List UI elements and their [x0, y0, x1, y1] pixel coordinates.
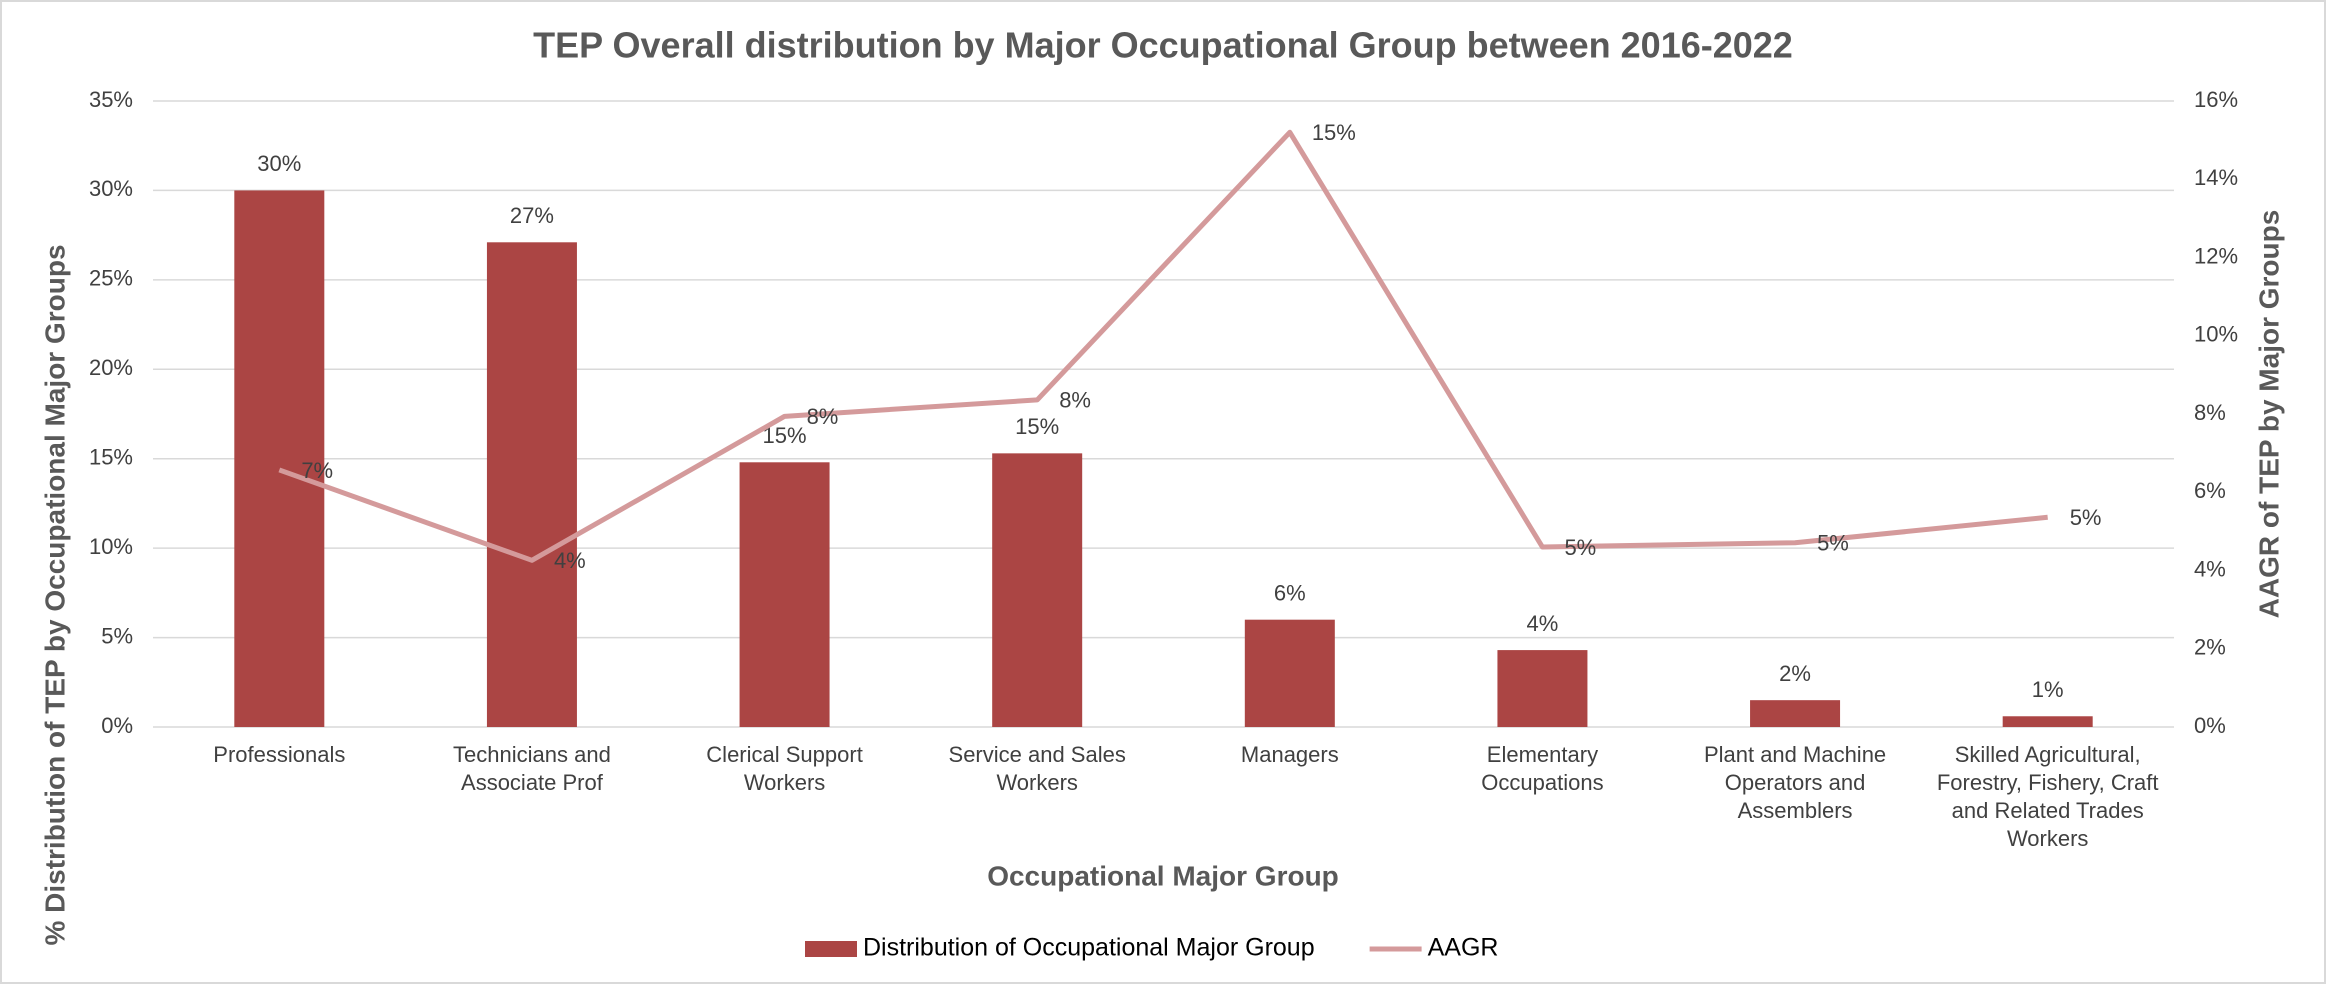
- y-tick-label: 10%: [89, 534, 133, 559]
- x-tick-label: Plant and Machine Operators and Assemblers: [1704, 742, 1886, 823]
- y2-tick-label: 10%: [2194, 322, 2238, 347]
- y-tick-label: 15%: [89, 445, 133, 470]
- line-value-label: 5%: [1817, 531, 1849, 556]
- x-tick-label: Clerical Support Workers: [706, 742, 863, 795]
- y-tick-label: 35%: [89, 87, 133, 112]
- bar-value-label: 15%: [1015, 414, 1059, 439]
- bar: [1750, 700, 1841, 727]
- bar: [739, 462, 830, 727]
- y2-tick-label: 12%: [2194, 243, 2238, 268]
- bar-value-label: 1%: [2032, 677, 2064, 702]
- line-value-label: 8%: [1059, 388, 1091, 413]
- y2-tick-label: 0%: [2194, 713, 2226, 738]
- line-value-label: 8%: [807, 404, 839, 429]
- y-tick-label: 25%: [89, 266, 133, 291]
- legend-label: Distribution of Occupational Major Group: [863, 934, 1315, 962]
- y2-tick-label: 8%: [2194, 400, 2226, 425]
- x-axis-title: Occupational Major Group: [987, 860, 1339, 891]
- bar: [1244, 619, 1335, 727]
- y2-tick-label: 6%: [2194, 478, 2226, 503]
- x-tick-label: Managers: [1241, 742, 1339, 767]
- line-value-label: 5%: [1564, 535, 1596, 560]
- line-value-label: 7%: [301, 458, 333, 483]
- line-value-label: 5%: [2070, 505, 2102, 530]
- y2-tick-label: 16%: [2194, 87, 2238, 112]
- bar-value-label: 2%: [1779, 661, 1811, 686]
- y-tick-label: 30%: [89, 176, 133, 201]
- y-tick-label: 0%: [101, 713, 133, 738]
- bar-value-label: 27%: [510, 203, 554, 228]
- bar-value-label: 30%: [257, 151, 301, 176]
- y-axis-title: % Distribution of TEP by Occupational Ma…: [39, 244, 70, 945]
- bar: [992, 453, 1083, 727]
- bar: [2002, 716, 2093, 727]
- x-tick-label: Skilled Agricultural, Forestry, Fishery, …: [1937, 742, 2159, 851]
- y2-axis-title: AAGR of TEP by Major Groups: [2253, 210, 2284, 619]
- x-tick-label: Elementary Occupations: [1481, 742, 1603, 795]
- bar: [234, 190, 325, 727]
- bar-value-label: 6%: [1274, 580, 1306, 605]
- y2-tick-label: 2%: [2194, 635, 2226, 660]
- y-tick-label: 5%: [101, 623, 133, 648]
- bar-value-label: 4%: [1527, 611, 1559, 636]
- x-tick-label: Professionals: [213, 742, 345, 767]
- line-value-label: 4%: [554, 548, 586, 573]
- x-tick-label: Technicians and Associate Prof: [453, 742, 611, 795]
- y-tick-label: 20%: [89, 355, 133, 380]
- bar: [1497, 650, 1588, 727]
- chart-title: TEP Overall distribution by Major Occupa…: [533, 25, 1793, 66]
- legend-label: AAGR: [1428, 934, 1499, 962]
- line: [278, 129, 2048, 563]
- bar: [486, 242, 577, 727]
- legend-swatch: [805, 941, 857, 957]
- y2-tick-label: 14%: [2194, 165, 2238, 190]
- y2-tick-label: 4%: [2194, 556, 2226, 581]
- x-tick-label: Service and Sales Workers: [949, 742, 1126, 795]
- line-value-label: 15%: [1312, 120, 1356, 145]
